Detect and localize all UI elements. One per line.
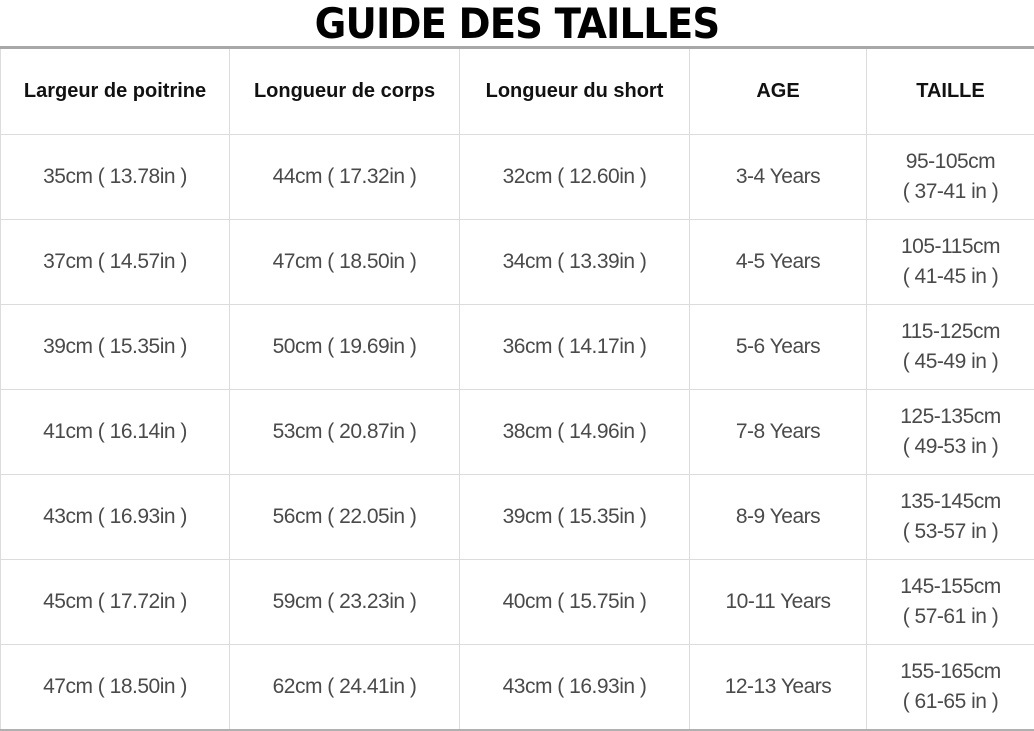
size-in: ( 49-53 in )	[902, 435, 999, 458]
header-age: AGE	[689, 47, 867, 135]
size-cm: 105-115cm	[900, 235, 1001, 258]
shorts-length-cell: 36cm ( 14.17in )	[459, 304, 690, 390]
size-cell: 125-135cm ( 49-53 in )	[866, 389, 1034, 475]
body-length-cell: 44cm ( 17.32in )	[229, 134, 460, 220]
size-cell: 105-115cm ( 41-45 in )	[866, 219, 1034, 305]
size-cm: 95-105cm	[905, 150, 996, 173]
chest-width-cell: 47cm ( 18.50in )	[0, 644, 230, 731]
page-title: GUIDE DES TAILLES	[314, 0, 721, 48]
body-length-cell: 62cm ( 24.41in )	[229, 644, 460, 731]
age-cell: 7-8 Years	[689, 389, 867, 475]
table-row: 45cm ( 17.72in ) 59cm ( 23.23in ) 40cm ( 1…	[0, 559, 1034, 645]
table-row: 39cm ( 15.35in ) 50cm ( 19.69in ) 36cm ( 1…	[0, 304, 1034, 390]
age-cell: 12-13 Years	[689, 644, 867, 731]
table-row: 47cm ( 18.50in ) 62cm ( 24.41in ) 43cm ( 1…	[0, 644, 1034, 731]
header-body-length: Longueur de corps	[229, 47, 460, 135]
shorts-length-cell: 34cm ( 13.39in )	[459, 219, 690, 305]
chest-width-cell: 41cm ( 16.14in )	[0, 389, 230, 475]
size-in: ( 37-41 in )	[902, 180, 999, 203]
size-cell: 155-165cm ( 61-65 in )	[866, 644, 1034, 731]
size-in: ( 45-49 in )	[902, 350, 999, 373]
body-length-cell: 53cm ( 20.87in )	[229, 389, 460, 475]
size-cm: 115-125cm	[900, 320, 1001, 343]
age-cell: 4-5 Years	[689, 219, 867, 305]
size-in: ( 41-45 in )	[902, 265, 999, 288]
shorts-length-cell: 40cm ( 15.75in )	[459, 559, 690, 645]
size-in: ( 53-57 in )	[902, 520, 999, 543]
size-cell: 115-125cm ( 45-49 in )	[866, 304, 1034, 390]
size-cm: 125-135cm	[900, 405, 1001, 428]
size-cell: 145-155cm ( 57-61 in )	[866, 559, 1034, 645]
chest-width-cell: 43cm ( 16.93in )	[0, 474, 230, 560]
table-row: 35cm ( 13.78in ) 44cm ( 17.32in ) 32cm ( 1…	[0, 134, 1034, 220]
size-in: ( 57-61 in )	[902, 605, 999, 628]
header-chest-width: Largeur de poitrine	[0, 47, 230, 135]
size-cm: 155-165cm	[900, 660, 1001, 683]
body-length-cell: 56cm ( 22.05in )	[229, 474, 460, 560]
chest-width-cell: 37cm ( 14.57in )	[0, 219, 230, 305]
table-row: 37cm ( 14.57in ) 47cm ( 18.50in ) 34cm ( 1…	[0, 219, 1034, 305]
size-cm: 135-145cm	[900, 490, 1001, 513]
body-length-cell: 50cm ( 19.69in )	[229, 304, 460, 390]
shorts-length-cell: 39cm ( 15.35in )	[459, 474, 690, 560]
chest-width-cell: 45cm ( 17.72in )	[0, 559, 230, 645]
size-cm: 145-155cm	[900, 575, 1001, 598]
age-cell: 3-4 Years	[689, 134, 867, 220]
size-cell: 135-145cm ( 53-57 in )	[866, 474, 1034, 560]
size-in: ( 61-65 in )	[902, 690, 999, 713]
header-row: Largeur de poitrine Longueur de corps Lo…	[0, 47, 1034, 135]
table-row: 41cm ( 16.14in ) 53cm ( 20.87in ) 38cm ( 1…	[0, 389, 1034, 475]
chest-width-cell: 39cm ( 15.35in )	[0, 304, 230, 390]
body-length-cell: 47cm ( 18.50in )	[229, 219, 460, 305]
header-shorts-length: Longueur du short	[459, 47, 690, 135]
body-length-cell: 59cm ( 23.23in )	[229, 559, 460, 645]
shorts-length-cell: 43cm ( 16.93in )	[459, 644, 690, 731]
shorts-length-cell: 32cm ( 12.60in )	[459, 134, 690, 220]
age-cell: 5-6 Years	[689, 304, 867, 390]
age-cell: 10-11 Years	[689, 559, 867, 645]
shorts-length-cell: 38cm ( 14.96in )	[459, 389, 690, 475]
size-chart-table: Largeur de poitrine Longueur de corps Lo…	[0, 46, 1034, 731]
table-row: 43cm ( 16.93in ) 56cm ( 22.05in ) 39cm ( 1…	[0, 474, 1034, 560]
header-size: TAILLE	[866, 47, 1034, 135]
chest-width-cell: 35cm ( 13.78in )	[0, 134, 230, 220]
size-cell: 95-105cm ( 37-41 in )	[866, 134, 1034, 220]
age-cell: 8-9 Years	[689, 474, 867, 560]
